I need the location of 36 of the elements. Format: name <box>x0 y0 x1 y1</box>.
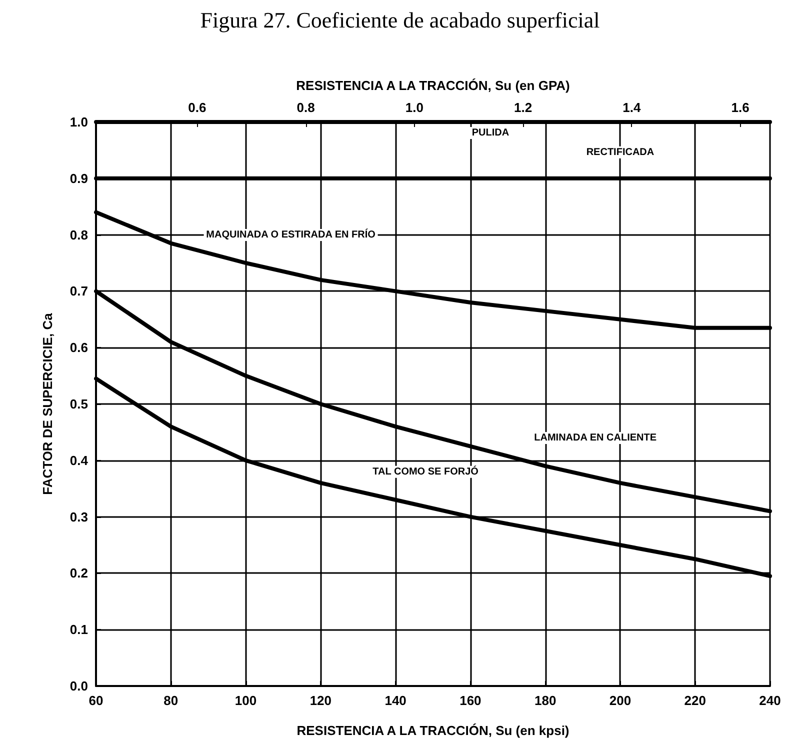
x-tick-label: 120 <box>310 693 332 708</box>
x-tick-label: 60 <box>88 693 104 708</box>
x2-tick-label: 0.6 <box>188 100 206 115</box>
x-tick-label: 80 <box>164 693 178 708</box>
x-tick-label: 100 <box>234 693 257 708</box>
y-tick-label: 1.0 <box>70 114 88 130</box>
y-tick-label: 0.6 <box>70 340 88 356</box>
x2-tick-label: 1.4 <box>622 100 642 115</box>
series-label: PULIDA <box>472 128 510 138</box>
y-tick-label: 0.1 <box>70 622 88 638</box>
x2-tick-label: 1.6 <box>731 100 750 115</box>
x-tick-label: 140 <box>384 693 406 708</box>
x2-tick-label: 0.8 <box>296 100 315 115</box>
x-tick-label: 240 <box>759 693 781 708</box>
x2-tick-label: 1.2 <box>514 100 532 115</box>
x2-tick-label: 1.0 <box>405 100 424 115</box>
x2-axis-title: RESISTENCIA A LA TRACCIÓN, Su (en GPA) <box>296 78 570 93</box>
y-tick-label: 0.9 <box>70 170 88 186</box>
x-tick-label: 200 <box>609 693 632 708</box>
text: RECTIFICADA <box>586 146 654 158</box>
y-tick-label: 0.2 <box>70 566 88 581</box>
y-tick-label: 0.4 <box>70 452 89 468</box>
y-tick-label: 0.5 <box>70 396 88 412</box>
y-tick-label: 0.7 <box>70 284 88 299</box>
chart-title: Figura 27. Coeficiente de acabado superficial <box>200 8 600 32</box>
y-tick-label: 0.8 <box>70 227 88 242</box>
series-label: TAL COMO SE FORJÓ <box>372 465 479 478</box>
x-tick-label: 160 <box>460 693 482 708</box>
y-tick-label: 0.3 <box>70 509 88 524</box>
x-tick-label: 220 <box>684 693 706 708</box>
series-label: MAQUINADA O ESTIRADA EN FRÍO <box>206 228 376 240</box>
x-axis-title: RESISTENCIA A LA TRACCIÓN, Su (en kpsi) <box>296 723 570 738</box>
series-label: LAMINADA EN CALIENTE <box>534 432 657 444</box>
y-tick-label: 0.0 <box>70 678 88 694</box>
x-tick-label: 180 <box>534 693 556 708</box>
y-axis-title: FACTOR DE SUPERCICIE, Ca <box>40 312 55 495</box>
